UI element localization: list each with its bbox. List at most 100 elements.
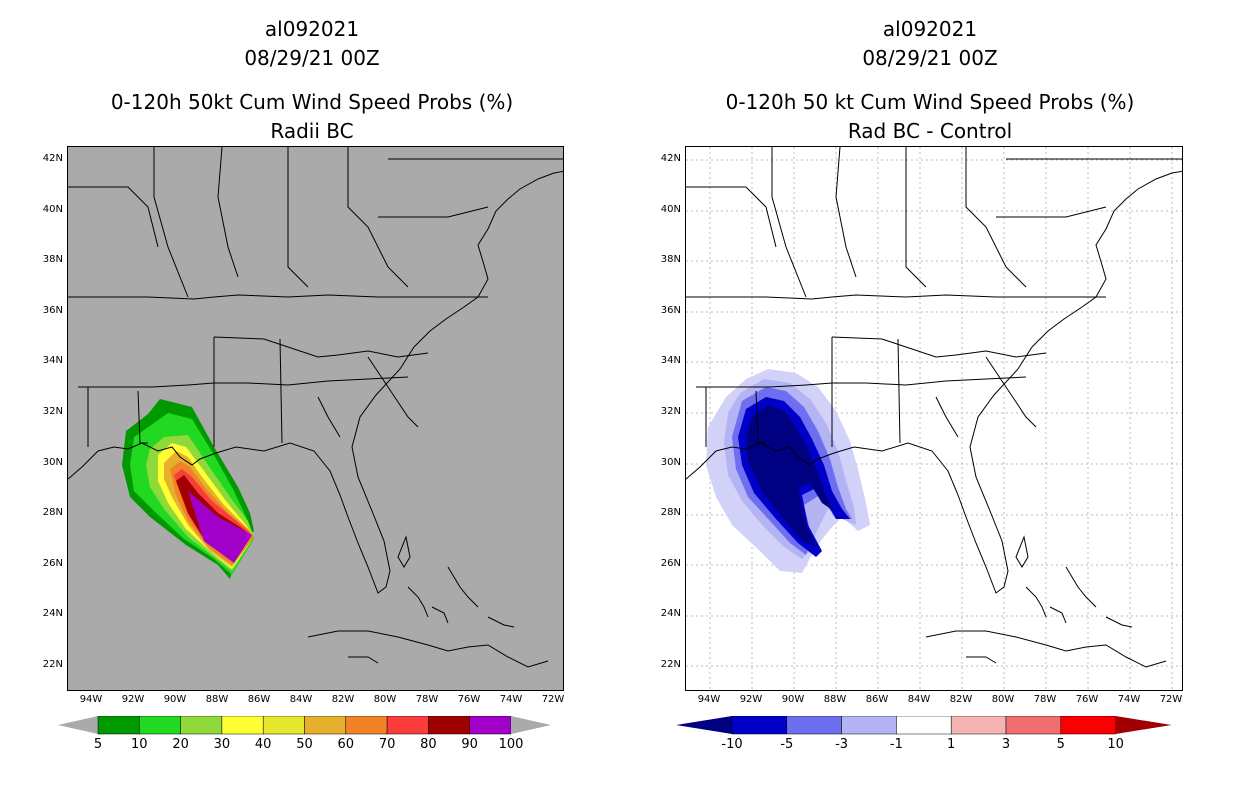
lat-tick-label: 34N [42, 355, 63, 367]
lat-tick-label: 42N [660, 153, 681, 164]
right-map-svg [686, 147, 1182, 690]
cbar-box [1060, 716, 1116, 735]
cbar-tick-label: 40 [254, 737, 272, 752]
lat-tick-label: 40N [660, 203, 681, 215]
cbar-tick-label: -5 [780, 737, 794, 752]
cbar-box [1005, 716, 1062, 735]
cbar-box [731, 716, 788, 735]
cbar-high-end [511, 716, 551, 734]
lat-tick-label: 22N [660, 659, 681, 670]
right-storm-id: al092021 [882, 17, 978, 41]
lon-tick-label: 78W [1033, 694, 1057, 705]
lon-tick-label: 74W [1117, 694, 1141, 705]
lon-tick-label: 76W [457, 694, 481, 705]
lat-tick-label: 26N [660, 557, 681, 569]
lon-tick-label: 90W [781, 694, 805, 705]
cbar-box [180, 716, 223, 735]
cbar-tick-label: -10 [721, 737, 743, 752]
lat-tick-label: 24N [42, 608, 63, 620]
lat-tick-label: 40N [42, 203, 63, 215]
lat-tick-label: 36N [660, 304, 681, 316]
cbar-high-end [1115, 716, 1172, 734]
cbar-tick-label: 20 [172, 737, 189, 752]
cbar-tick-label: 3 [1001, 737, 1011, 752]
cbar-tick-label: 5 [1056, 737, 1065, 752]
cbar-box [786, 716, 842, 735]
lat-tick-label: 34N [660, 355, 681, 367]
lon-tick-label: 82W [949, 694, 973, 705]
cbar-tick-label: 5 [93, 737, 103, 752]
lon-tick-label: 80W [991, 694, 1015, 705]
right-map-panel [685, 146, 1183, 691]
lat-tick-label: 28N [660, 507, 681, 519]
difference-swath [706, 369, 870, 573]
cbar-tick-label: 10 [131, 737, 148, 752]
grid-lines [686, 147, 1182, 690]
right-title: 0-120h 50 kt Cum Wind Speed Probs (%) [725, 90, 1135, 114]
cbar-tick-label: 70 [378, 737, 396, 752]
cbar-tick-label: 80 [420, 737, 437, 752]
lon-tick-label: 84W [907, 694, 931, 705]
cbar-tick-label: 10 [1107, 737, 1124, 752]
cbar-tick-label: -3 [835, 737, 849, 752]
lat-tick-label: 36N [42, 304, 63, 316]
cbar-box [469, 716, 512, 735]
lon-tick-label: 92W [739, 694, 763, 705]
lat-tick-label: 32N [660, 406, 681, 417]
left-storm-id: al092021 [264, 17, 360, 41]
lat-tick-label: 26N [42, 557, 63, 569]
lat-tick-label: 38N [660, 254, 681, 266]
cbar-box [262, 716, 305, 735]
cbar-tick-label: 1 [947, 737, 956, 752]
cbar-box [896, 716, 952, 735]
lat-tick-label: 22N [42, 659, 63, 670]
lon-tick-label: 72W [541, 694, 565, 705]
lon-tick-label: 82W [331, 694, 355, 705]
map-outlines [686, 147, 1182, 668]
right-datetime: 08/29/21 00Z [862, 46, 998, 70]
left-map-svg [68, 147, 563, 668]
lon-tick-label: 86W [865, 694, 889, 705]
lon-tick-label: 90W [163, 694, 187, 705]
cbar-box [221, 716, 264, 735]
lon-tick-label: 78W [415, 694, 439, 705]
lat-tick-label: 28N [42, 507, 63, 519]
probability-swath [122, 399, 254, 579]
cbar-box [428, 716, 470, 735]
cbar-tick-label: 50 [296, 737, 313, 752]
right-colorbar [676, 716, 1172, 735]
cbar-tick-label: 100 [498, 737, 524, 752]
lon-tick-label: 80W [373, 694, 397, 705]
cbar-tick-label: 90 [461, 737, 478, 752]
lon-tick-label: 72W [1159, 694, 1183, 705]
lon-tick-label: 86W [247, 694, 271, 705]
lon-tick-label: 88W [823, 694, 847, 705]
lon-tick-label: 84W [289, 694, 313, 705]
cbar-tick-label: -1 [889, 737, 903, 752]
left-colorbar [58, 716, 551, 735]
lon-tick-label: 92W [121, 694, 145, 705]
cbar-tick-label: 30 [213, 737, 231, 752]
lon-tick-label: 76W [1075, 694, 1099, 705]
cbar-tick-label: 60 [337, 737, 355, 752]
cbar-low-end [58, 716, 98, 734]
cbar-box [304, 716, 347, 735]
cbar-box [841, 716, 897, 735]
lat-tick-label: 30N [660, 456, 681, 468]
lat-tick-label: 30N [42, 456, 63, 468]
left-datetime: 08/29/21 00Z [244, 46, 380, 70]
lat-tick-label: 38N [42, 254, 63, 266]
lon-tick-label: 94W [79, 694, 103, 705]
cbar-box [97, 716, 140, 735]
lat-tick-label: 42N [42, 153, 63, 164]
cbar-box [139, 716, 181, 735]
right-subtitle: Rad BC - Control [847, 119, 1013, 143]
cbar-box [950, 716, 1007, 735]
lon-tick-label: 74W [499, 694, 523, 705]
left-map-panel [67, 146, 564, 691]
cbar-low-end [676, 716, 732, 734]
left-title: 0-120h 50kt Cum Wind Speed Probs (%) [110, 90, 514, 114]
map-outlines [68, 147, 563, 668]
lon-tick-label: 94W [697, 694, 721, 705]
lon-tick-label: 88W [205, 694, 229, 705]
